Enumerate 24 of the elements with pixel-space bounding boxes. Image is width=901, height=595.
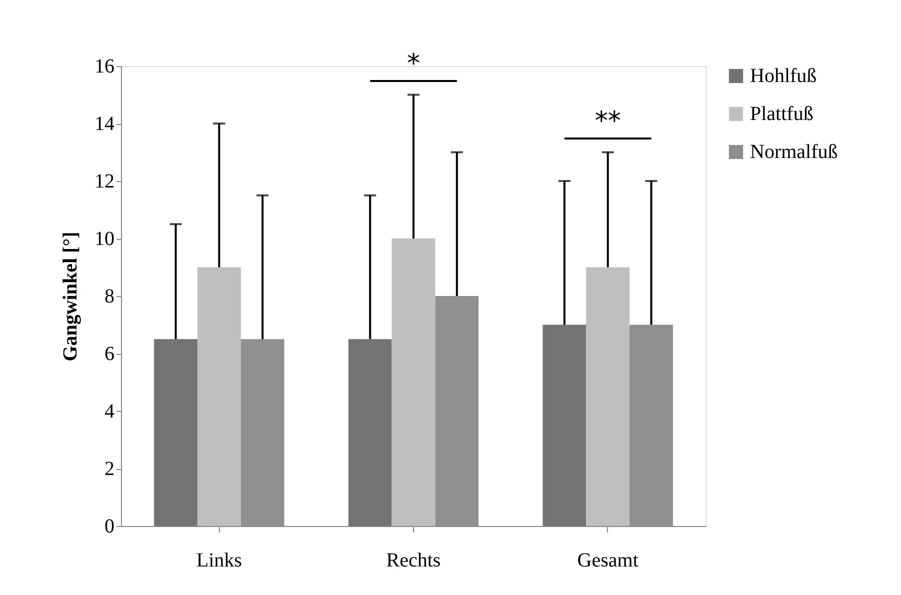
- y-tick-label: 8: [104, 286, 114, 308]
- y-axis-title: Gangwinkel [°]: [60, 232, 82, 362]
- x-tick-label: Rechts: [386, 550, 441, 572]
- y-tick-label: 12: [94, 170, 114, 192]
- bar: [392, 238, 436, 526]
- legend-label: Hohlfuß: [750, 65, 817, 87]
- y-tick-label: 10: [94, 228, 114, 250]
- x-tick-label: Links: [196, 550, 242, 572]
- y-tick-label: 6: [104, 343, 114, 365]
- x-tick-label: Gesamt: [577, 550, 639, 572]
- legend-label: Normalfuß: [750, 141, 838, 163]
- y-tick-label: 14: [94, 113, 114, 135]
- legend-label: Plattfuß: [750, 103, 814, 125]
- y-tick-label: 2: [104, 458, 114, 480]
- bar: [542, 324, 586, 526]
- y-tick-label: 4: [104, 400, 114, 422]
- annotation: **: [594, 106, 621, 136]
- bar: [154, 339, 198, 526]
- y-tick-label: 0: [104, 516, 114, 538]
- annotation: *: [407, 48, 420, 79]
- bar: [348, 339, 392, 526]
- bar: [197, 267, 241, 526]
- y-tick-label: 16: [94, 56, 114, 78]
- bar: [586, 267, 630, 526]
